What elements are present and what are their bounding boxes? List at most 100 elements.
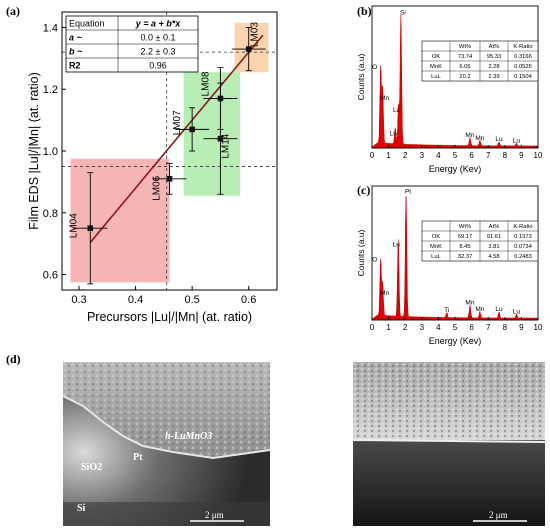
table-cell-key: b ~ — [69, 47, 83, 57]
panel-label-a: (a) — [6, 4, 20, 18]
y-axis-label: Counts (a.u) — [356, 53, 366, 100]
x-tick-label: 0.5 — [184, 294, 199, 306]
table-cell: Wt% — [459, 224, 471, 230]
x-tick-label: 2 — [403, 323, 408, 332]
peak-label-mn: Mn — [465, 300, 474, 307]
table-cell: OK — [432, 54, 441, 60]
point-marker — [189, 126, 195, 133]
table-cell: 8.45 — [459, 244, 470, 250]
peak-label-lu: Lu — [393, 242, 401, 249]
shaded-region — [70, 158, 170, 283]
table-cell: 3.81 — [488, 244, 499, 250]
x-tick-label: 4 — [436, 151, 441, 160]
table-cell: 4.58 — [488, 254, 499, 260]
x-tick-label: 3 — [420, 151, 425, 160]
table-cell-key: R2 — [69, 61, 81, 71]
y-tick-label: 1.2 — [43, 84, 58, 96]
table-cell: 91.61 — [487, 234, 502, 240]
table-cell: 6.05 — [459, 64, 470, 70]
table-cell: K-Ratio — [513, 224, 532, 230]
x-axis-label: Precursors |Lu|/|Mn| (at. ratio) — [87, 310, 252, 324]
pt-label: Pt — [133, 452, 143, 463]
peak-label-ti: Ti — [444, 307, 449, 314]
point-label: LM04 — [68, 213, 79, 238]
y-tick-label: 1.4 — [43, 22, 58, 34]
table-cell: 32.37 — [458, 254, 473, 260]
y-axis-label: Film EDS |Lu|/|Mn| (at. ratio) — [27, 72, 41, 229]
film-label: h-LuMnO3 — [165, 431, 213, 442]
table-cell: At% — [489, 44, 500, 50]
peak-label-mn: Mn — [465, 132, 474, 139]
x-tick-label: 1 — [386, 323, 391, 332]
scale-bar-label-left: 2 μm — [205, 510, 224, 520]
y-tick-label: 1.0 — [43, 146, 58, 158]
point-marker — [217, 135, 224, 142]
x-tick-label: 5 — [453, 323, 458, 332]
point-marker — [245, 46, 252, 52]
table-cell: 95.33 — [487, 54, 502, 60]
shaded-region — [183, 72, 241, 196]
peak-label-mn: Mn — [380, 95, 389, 102]
table-cell: 0.1504 — [514, 74, 533, 80]
table-cell: 2.39 — [488, 74, 499, 80]
table-cell-value: y = a + b*x — [135, 19, 182, 29]
eds-spectrum-c: 0 1 2 3 4 5 6 7 8 9 10 Energy (Kev) Counts (a.u) O Mn L… — [356, 185, 543, 346]
peak-label-lu: Lu — [393, 107, 401, 114]
table-cell: 2.28 — [488, 64, 499, 70]
scatter-chart-a: 0.3 0.4 0.5 0.6 0.6 0.8 1.0 1.2 1.4 Precursors |L… — [27, 11, 278, 324]
table-cell: 0.0525 — [514, 64, 532, 70]
point-label: LM03 — [250, 22, 261, 47]
x-tick-label: 10 — [534, 323, 543, 332]
x-tick-label: 6 — [469, 323, 474, 332]
x-tick-label: 9 — [519, 151, 524, 160]
eds-spectrum-b: 0 1 2 3 4 5 6 7 8 9 10 Energy (Kev) Counts (a.u) O Mn L… — [356, 5, 543, 174]
table-cell-key: Equation — [69, 19, 105, 29]
table-cell: Wt% — [459, 44, 471, 50]
scale-bar-label-right: 2 μm — [489, 510, 508, 520]
y-tick-label: 0.8 — [43, 208, 58, 220]
x-tick-label: 8 — [503, 323, 508, 332]
peak-label-lu: Lu — [495, 306, 503, 313]
peak-label-mn: Mn — [380, 290, 389, 297]
table-cell: LuL — [431, 254, 441, 260]
data-point-lm14: LM14 — [203, 82, 238, 195]
table-cell-value: 2.2 ± 0.3 — [141, 47, 176, 57]
peak-label-lu: Lu — [495, 136, 503, 143]
table-cell: 59.17 — [458, 234, 473, 240]
data-point-lm03: LM03 — [231, 22, 266, 72]
x-tick-label: 0 — [370, 323, 375, 332]
peak-label-si: Si — [400, 9, 406, 16]
data-point-lm04: LM04 — [68, 172, 108, 285]
table-cell: 20.2 — [459, 74, 470, 80]
si-label: Si — [77, 503, 86, 514]
peak-label-o: O — [372, 64, 377, 71]
point-label: LM06 — [152, 175, 163, 200]
table-cell: At% — [489, 224, 500, 230]
peak-label-mn: Mn — [475, 306, 484, 313]
x-tick-label: 0.4 — [128, 294, 143, 306]
table-cell: MnK — [430, 64, 442, 70]
x-tick-label: 7 — [486, 323, 491, 332]
table-cell: K-Ratio — [513, 44, 532, 50]
peak-label-lu: Lu — [513, 308, 521, 315]
peak-label-pt: Pt — [405, 189, 411, 196]
data-point-lm07: LM07 — [172, 107, 210, 152]
x-tick-label: 4 — [436, 323, 441, 332]
point-label: LM07 — [172, 110, 183, 135]
table-cell: 0.1973 — [514, 234, 532, 240]
panel-label-d: (d) — [6, 352, 21, 366]
y-axis-label: Counts (a.u) — [356, 229, 366, 276]
point-label: LM08 — [200, 71, 211, 96]
panel-label-b: (b) — [357, 4, 372, 18]
table-cell-key: a ~ — [69, 33, 83, 43]
panel-label-c: (c) — [357, 183, 371, 197]
x-tick-label: 7 — [486, 151, 491, 160]
table-cell: 0.3166 — [514, 54, 532, 60]
peak-label-o: O — [372, 257, 377, 264]
peak-label-lu: Lu — [513, 137, 521, 144]
x-tick-label: 3 — [420, 323, 425, 332]
table-cell: OK — [432, 234, 441, 240]
y-tick-label: 0.6 — [43, 270, 58, 282]
x-tick-label: 6 — [469, 151, 474, 160]
sem-image-right: 2 μm — [353, 362, 545, 526]
